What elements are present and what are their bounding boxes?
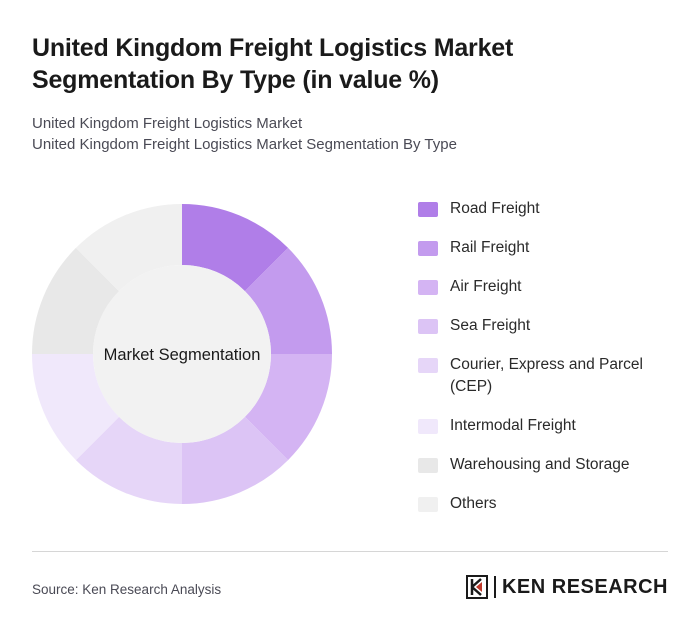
legend-label: Others: [450, 495, 497, 512]
donut-slice-sea-freight: [182, 416, 289, 504]
donut-slice-intermodal-freight: [32, 354, 120, 461]
donut-chart: Market Segmentation: [30, 202, 334, 506]
legend-item: Others: [418, 493, 668, 515]
legend-swatch: [418, 319, 438, 334]
ken-research-logo: KEN RESEARCH: [465, 575, 668, 599]
legend-swatch: [418, 419, 438, 434]
donut-center-label: Market Segmentation: [104, 346, 261, 364]
legend-label: Warehousing and Storage: [450, 456, 630, 473]
legend-swatch: [418, 358, 438, 373]
legend-item: Road Freight: [418, 198, 668, 220]
legend-label: Rail Freight: [450, 239, 530, 256]
footer-divider: [32, 551, 668, 552]
donut-slice-courier-express-and-parcel-cep: [75, 416, 182, 504]
donut-slice-rail-freight: [244, 247, 332, 354]
ken-research-logo-icon: [465, 575, 488, 599]
chart-title: United Kingdom Freight Logistics Market …: [32, 34, 514, 94]
donut-chart-svg: Market Segmentation: [32, 204, 332, 504]
legend-item: Rail Freight: [418, 237, 668, 259]
legend-item: Intermodal Freight: [418, 415, 668, 437]
donut-slice-others: [75, 204, 182, 292]
legend-swatch: [418, 241, 438, 256]
donut-slice-air-freight: [244, 354, 332, 461]
logo-separator: [493, 576, 496, 598]
donut-slice-road-freight: [182, 204, 289, 292]
chart-subtitle: United Kingdom Freight Logistics Market …: [32, 113, 457, 155]
legend-item: Warehousing and Storage: [418, 454, 668, 476]
logo-text: KEN RESEARCH: [501, 575, 668, 598]
legend-label: Air Freight: [450, 278, 522, 295]
legend-label: Road Freight: [450, 200, 540, 217]
legend-label: Courier, Express and Parcel (CEP): [450, 356, 643, 395]
legend-swatch: [418, 280, 438, 295]
legend-swatch: [418, 458, 438, 473]
source-note: Source: Ken Research Analysis: [32, 582, 222, 597]
subtitle-line-2: United Kingdom Freight Logistics Market …: [32, 136, 457, 153]
legend-swatch: [418, 202, 438, 217]
donut-center: [93, 265, 271, 443]
legend-item: Air Freight: [418, 276, 668, 298]
legend-label: Sea Freight: [450, 317, 531, 334]
legend-item: Courier, Express and Parcel (CEP): [418, 354, 668, 398]
legend-swatch: [418, 497, 438, 512]
subtitle-line-1: United Kingdom Freight Logistics Market: [32, 115, 303, 132]
donut-slice-warehousing-and-storage: [32, 247, 120, 354]
legend-item: Sea Freight: [418, 315, 668, 337]
legend-label: Intermodal Freight: [450, 417, 576, 434]
chart-legend: Road Freight Rail Freight Air Freight Sea F…: [418, 198, 668, 532]
